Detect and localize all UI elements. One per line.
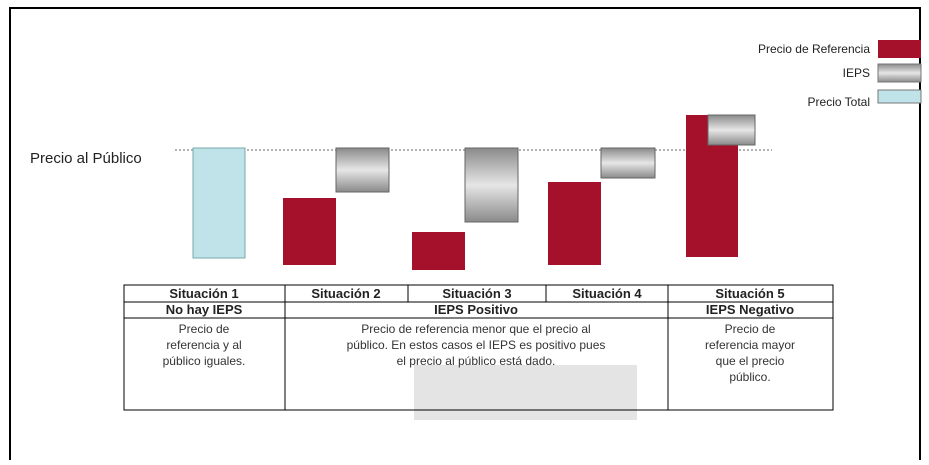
table-header: Situación 5 [715,286,784,301]
legend-label: Precio Total [808,95,870,109]
table-description: público iguales. [163,354,246,368]
ieps-bar [600,147,656,179]
table-description: Precio de referencia menor que el precio… [361,322,590,336]
table-header: Situación 4 [572,286,642,301]
table-group: IEPS Positivo [434,302,518,317]
table-description: público. [729,370,770,384]
table-group: IEPS Negativo [706,302,794,317]
table-grid [123,284,834,411]
table-description: Precio de [725,322,776,336]
ieps-bar [464,147,519,223]
legend-swatch [877,63,922,83]
reference-bar [412,232,465,270]
table-description: el precio al público está dado. [397,354,556,368]
legend-label: IEPS [843,66,870,80]
reference-bar [548,182,601,265]
table-group: No hay IEPS [166,302,243,317]
table-header: Situación 3 [442,286,511,301]
table-header: Situación 2 [311,286,380,301]
ieps-bar [707,114,756,146]
legend-swatch [878,40,921,58]
table-description: referencia mayor [705,338,795,352]
table-header: Situación 1 [169,286,238,301]
table-description: que el precio [716,354,785,368]
frame [9,7,921,460]
reference-label: Precio al Público [30,150,142,167]
legend-swatch [877,89,922,104]
total-bar [192,147,246,259]
table-description: Precio de [179,322,230,336]
table-description: referencia y al [166,338,241,352]
legend-label: Precio de Referencia [758,42,870,56]
ieps-bar [335,147,390,193]
table-description: público. En estos casos el IEPS es posit… [347,338,606,352]
reference-bar [283,198,336,265]
watermark [414,365,637,420]
